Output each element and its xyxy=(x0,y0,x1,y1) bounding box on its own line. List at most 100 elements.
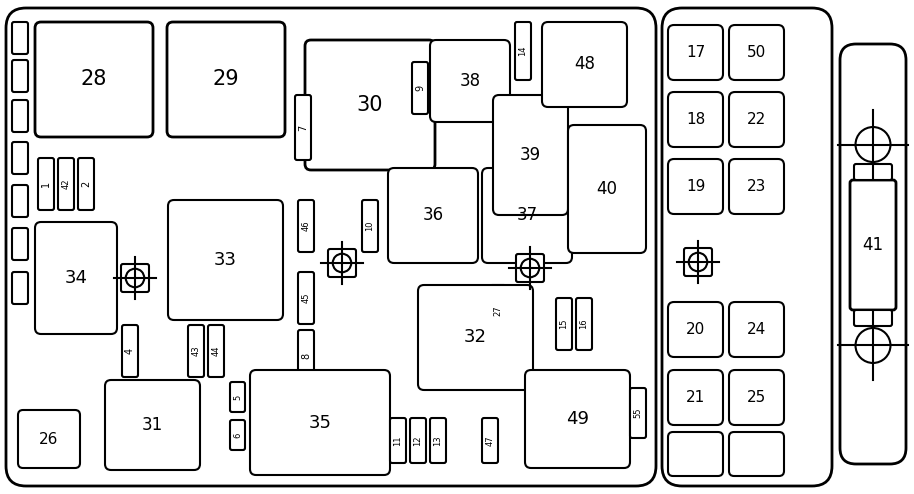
FancyBboxPatch shape xyxy=(576,298,592,350)
Text: 21: 21 xyxy=(686,390,705,405)
FancyBboxPatch shape xyxy=(418,285,533,390)
FancyBboxPatch shape xyxy=(542,22,627,107)
FancyBboxPatch shape xyxy=(482,168,572,263)
FancyBboxPatch shape xyxy=(840,44,906,464)
FancyBboxPatch shape xyxy=(298,200,314,252)
Text: 31: 31 xyxy=(142,416,163,434)
Text: 29: 29 xyxy=(213,70,239,89)
Circle shape xyxy=(126,269,144,287)
FancyBboxPatch shape xyxy=(729,302,784,357)
FancyBboxPatch shape xyxy=(668,92,723,147)
FancyBboxPatch shape xyxy=(250,370,390,475)
FancyBboxPatch shape xyxy=(295,95,311,160)
Text: 47: 47 xyxy=(485,435,494,446)
Circle shape xyxy=(689,253,707,271)
FancyBboxPatch shape xyxy=(35,22,153,137)
FancyBboxPatch shape xyxy=(167,22,285,137)
Text: 8: 8 xyxy=(301,353,311,359)
FancyBboxPatch shape xyxy=(668,302,723,357)
Text: 11: 11 xyxy=(394,435,402,446)
FancyBboxPatch shape xyxy=(78,158,94,210)
FancyBboxPatch shape xyxy=(58,158,74,210)
Circle shape xyxy=(856,127,890,162)
FancyBboxPatch shape xyxy=(854,310,892,326)
Text: 24: 24 xyxy=(747,322,766,337)
FancyBboxPatch shape xyxy=(630,388,646,438)
FancyBboxPatch shape xyxy=(729,92,784,147)
FancyBboxPatch shape xyxy=(729,159,784,214)
FancyBboxPatch shape xyxy=(305,40,435,170)
Text: 9: 9 xyxy=(415,85,425,91)
Text: 42: 42 xyxy=(61,179,70,189)
FancyBboxPatch shape xyxy=(668,432,723,476)
Text: 14: 14 xyxy=(518,46,527,56)
Text: 34: 34 xyxy=(65,269,88,287)
Text: 39: 39 xyxy=(520,146,541,164)
FancyBboxPatch shape xyxy=(298,272,314,324)
FancyBboxPatch shape xyxy=(208,325,224,377)
FancyBboxPatch shape xyxy=(298,330,314,382)
Text: 27: 27 xyxy=(494,306,503,316)
FancyBboxPatch shape xyxy=(568,125,646,253)
Text: 26: 26 xyxy=(39,431,58,447)
Circle shape xyxy=(521,259,539,277)
Text: 5: 5 xyxy=(233,394,242,400)
Text: 44: 44 xyxy=(211,346,220,356)
FancyBboxPatch shape xyxy=(328,249,356,277)
FancyBboxPatch shape xyxy=(168,200,283,320)
FancyBboxPatch shape xyxy=(105,380,200,470)
Text: 13: 13 xyxy=(433,435,442,446)
Text: 36: 36 xyxy=(422,206,443,224)
FancyBboxPatch shape xyxy=(430,40,510,122)
FancyBboxPatch shape xyxy=(668,159,723,214)
FancyBboxPatch shape xyxy=(482,418,498,463)
FancyBboxPatch shape xyxy=(390,418,406,463)
Text: 43: 43 xyxy=(192,346,200,356)
Text: 19: 19 xyxy=(686,179,706,194)
Text: 35: 35 xyxy=(309,413,332,431)
FancyBboxPatch shape xyxy=(668,370,723,425)
Text: 41: 41 xyxy=(863,236,884,254)
Text: 22: 22 xyxy=(747,112,766,127)
Text: 55: 55 xyxy=(633,408,643,418)
Text: 18: 18 xyxy=(686,112,705,127)
Text: 23: 23 xyxy=(747,179,766,194)
FancyBboxPatch shape xyxy=(430,418,446,463)
Text: 30: 30 xyxy=(356,95,383,115)
Text: 4: 4 xyxy=(125,348,135,354)
Text: 6: 6 xyxy=(233,432,242,438)
FancyBboxPatch shape xyxy=(12,60,28,92)
FancyBboxPatch shape xyxy=(850,180,896,310)
FancyBboxPatch shape xyxy=(122,325,138,377)
FancyBboxPatch shape xyxy=(12,185,28,217)
FancyBboxPatch shape xyxy=(729,25,784,80)
Text: 50: 50 xyxy=(747,45,766,60)
Text: 46: 46 xyxy=(302,221,311,231)
FancyBboxPatch shape xyxy=(6,8,656,486)
FancyBboxPatch shape xyxy=(515,22,531,80)
Text: 33: 33 xyxy=(214,251,237,269)
Text: 48: 48 xyxy=(574,55,595,74)
FancyBboxPatch shape xyxy=(684,248,712,276)
FancyBboxPatch shape xyxy=(388,168,478,263)
FancyBboxPatch shape xyxy=(525,370,630,468)
Text: 20: 20 xyxy=(686,322,705,337)
FancyBboxPatch shape xyxy=(362,200,378,252)
Text: 28: 28 xyxy=(80,70,107,89)
Text: 37: 37 xyxy=(516,206,537,224)
FancyBboxPatch shape xyxy=(12,22,28,54)
FancyBboxPatch shape xyxy=(556,298,572,350)
FancyBboxPatch shape xyxy=(410,418,426,463)
Text: 25: 25 xyxy=(747,390,766,405)
FancyBboxPatch shape xyxy=(230,382,245,412)
Text: 17: 17 xyxy=(686,45,705,60)
Text: 1: 1 xyxy=(41,181,51,187)
FancyBboxPatch shape xyxy=(18,410,80,468)
FancyBboxPatch shape xyxy=(493,95,568,215)
Text: 16: 16 xyxy=(579,319,589,329)
Circle shape xyxy=(856,328,890,363)
Circle shape xyxy=(333,254,351,272)
FancyBboxPatch shape xyxy=(516,254,544,282)
Text: 15: 15 xyxy=(559,319,569,329)
FancyBboxPatch shape xyxy=(662,8,832,486)
